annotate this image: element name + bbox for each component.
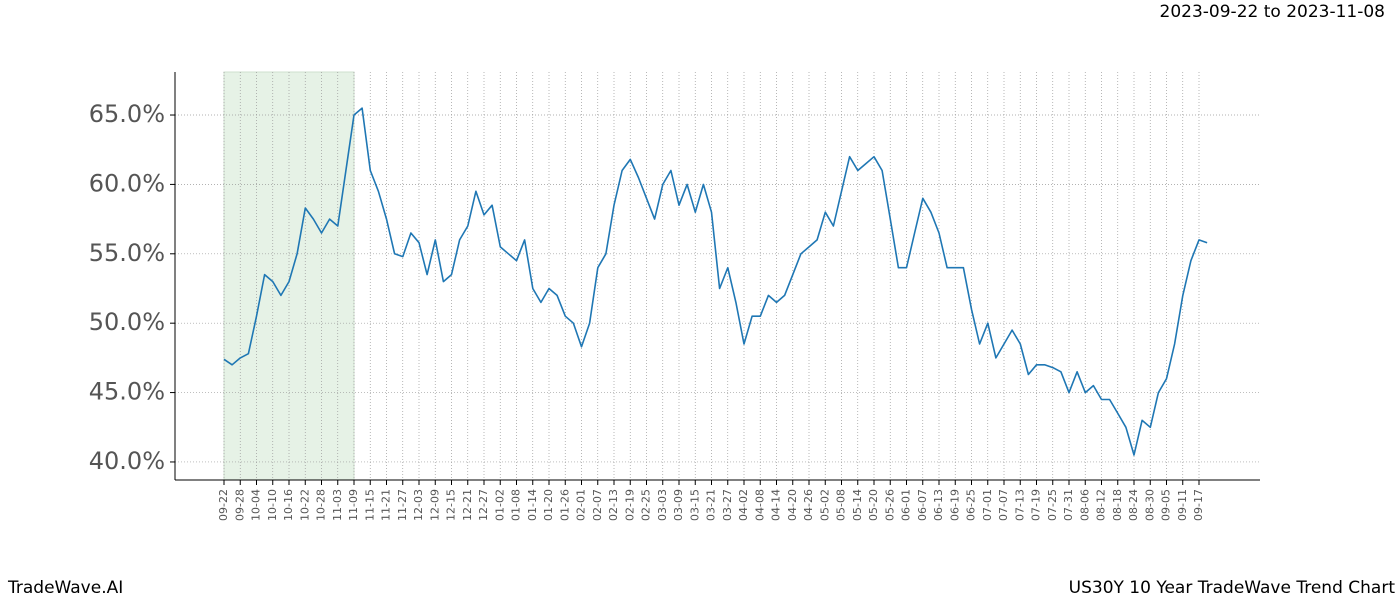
x-tick-label: 02-25 [640, 489, 653, 521]
x-tick-label: 05-26 [883, 489, 896, 521]
x-tick-label: 09-28 [233, 489, 246, 521]
x-tick-label: 03-15 [688, 489, 701, 521]
x-tick-label: 09-22 [217, 489, 230, 521]
x-tick-label: 03-03 [656, 489, 669, 521]
x-tick-label: 12-27 [477, 489, 490, 521]
x-tick-label: 04-26 [802, 489, 815, 521]
x-tick-label: 04-14 [770, 489, 783, 521]
x-tick-label: 05-20 [867, 489, 880, 521]
x-tick-label: 11-21 [380, 489, 393, 521]
x-tick-label: 01-20 [542, 489, 555, 521]
y-tick-label: 65.0% [89, 100, 165, 128]
x-tick-label: 11-15 [363, 489, 376, 521]
x-tick-label: 06-25 [965, 489, 978, 521]
x-tick-label: 01-26 [558, 489, 571, 521]
x-tick-label: 07-01 [981, 489, 994, 521]
x-tick-label: 11-27 [396, 489, 409, 521]
x-tick-label: 10-22 [298, 489, 311, 521]
x-tick-label: 08-12 [1095, 489, 1108, 521]
trend-line [223, 107, 1208, 456]
x-tick-label: 07-07 [997, 489, 1010, 521]
date-range: 2023-09-22 to 2023-11-08 [1160, 2, 1385, 22]
y-tick-label: 40.0% [89, 447, 165, 475]
x-tick-label: 01-14 [526, 489, 539, 521]
x-tick-label: 07-13 [1013, 489, 1026, 521]
x-tick-label: 10-28 [315, 489, 328, 521]
x-tick-label: 10-16 [282, 489, 295, 521]
x-tick-label: 09-17 [1192, 489, 1205, 521]
chart-caption: US30Y 10 Year TradeWave Trend Chart [1069, 578, 1396, 598]
x-tick-label: 06-07 [916, 489, 929, 521]
x-tick-label: 04-20 [786, 489, 799, 521]
x-tick-label: 10-04 [250, 489, 263, 521]
x-tick-label: 02-07 [591, 489, 604, 521]
x-tick-label: 08-30 [1143, 489, 1156, 521]
x-tick-label: 02-13 [607, 489, 620, 521]
x-tick-label: 10-10 [266, 489, 279, 521]
y-tick-label: 60.0% [89, 169, 165, 197]
x-tick-label: 03-27 [721, 489, 734, 521]
x-tick-label: 02-01 [575, 489, 588, 521]
x-tick-label: 12-15 [445, 489, 458, 521]
x-tick-label: 05-08 [835, 489, 848, 521]
x-tick-label: 01-02 [493, 489, 506, 521]
x-tick-label: 04-08 [753, 489, 766, 521]
y-tick-label: 45.0% [89, 378, 165, 406]
x-tick-label: 06-19 [948, 489, 961, 521]
x-tick-label: 06-13 [932, 489, 945, 521]
x-tick-label: 08-06 [1078, 489, 1091, 521]
x-tick-label: 09-11 [1176, 489, 1189, 521]
x-tick-label: 07-25 [1046, 489, 1059, 521]
x-tick-label: 12-03 [412, 489, 425, 521]
x-tick-label: 12-21 [461, 489, 474, 521]
x-tick-label: 11-03 [331, 489, 344, 521]
x-tick-label: 06-01 [900, 489, 913, 521]
x-tick-label: 03-09 [672, 489, 685, 521]
x-tick-label: 08-24 [1127, 489, 1140, 521]
y-tick-label: 55.0% [89, 239, 165, 267]
x-tick-label: 09-05 [1160, 489, 1173, 521]
y-tick-label: 50.0% [89, 308, 165, 336]
x-tick-label: 07-19 [1030, 489, 1043, 521]
x-tick-label: 02-19 [623, 489, 636, 521]
brand: TradeWave.AI [7, 578, 123, 598]
x-tick-label: 05-14 [851, 489, 864, 521]
x-tick-label: 12-09 [428, 489, 441, 521]
x-tick-label: 03-21 [705, 489, 718, 521]
x-tick-label: 01-08 [510, 489, 523, 521]
x-tick-label: 04-02 [737, 489, 750, 521]
x-tick-label: 07-31 [1062, 489, 1075, 521]
x-tick-label: 11-09 [347, 489, 360, 521]
x-tick-label: 05-02 [818, 489, 831, 521]
x-tick-label: 08-18 [1111, 489, 1124, 521]
